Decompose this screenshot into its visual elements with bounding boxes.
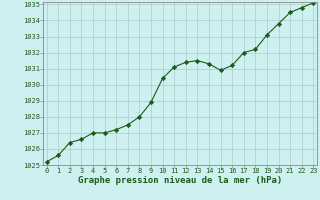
X-axis label: Graphe pression niveau de la mer (hPa): Graphe pression niveau de la mer (hPa): [78, 176, 282, 185]
